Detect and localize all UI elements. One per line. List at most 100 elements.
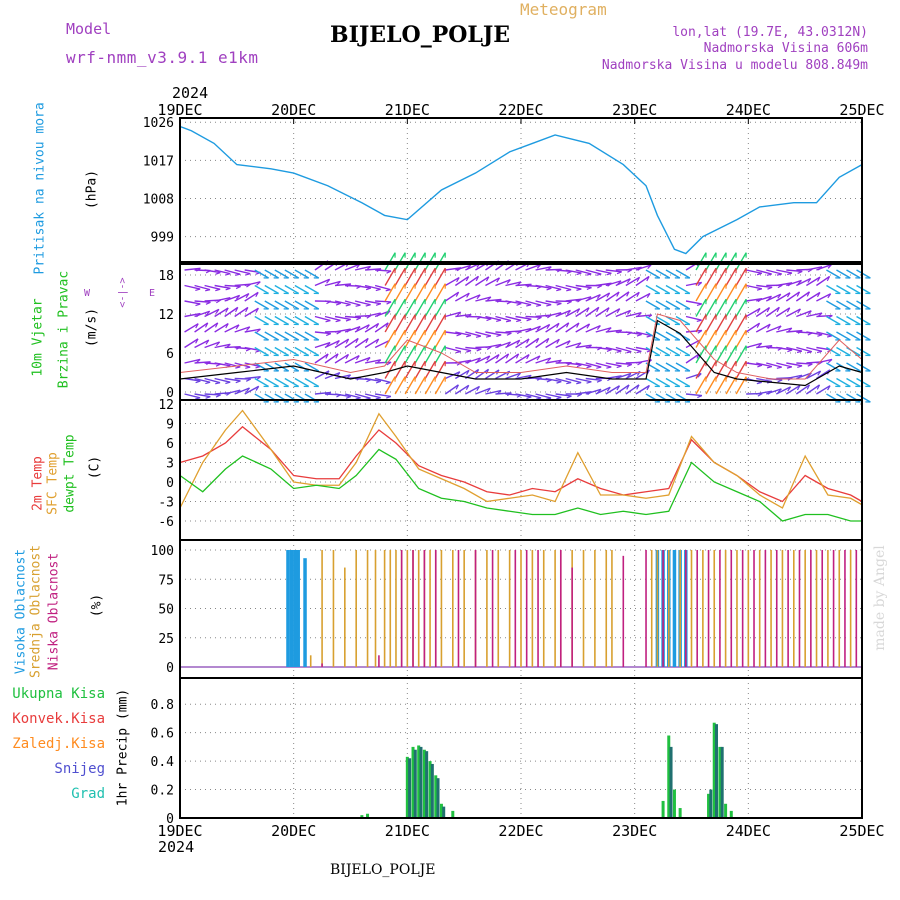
precip-bar: [724, 803, 728, 818]
wind-arrow: [675, 300, 691, 310]
model-label: Model: [66, 20, 112, 38]
wind-arrow: [414, 345, 426, 364]
cloud-bar: [758, 550, 761, 667]
precip-bar: [419, 746, 423, 818]
wind-arrow-head: [516, 339, 521, 345]
wind-arrow: [655, 346, 671, 357]
wind-arrow-head: [225, 307, 229, 313]
wind-arrow: [274, 377, 290, 388]
wind-arrow: [224, 306, 239, 318]
wind-arrow: [495, 315, 512, 322]
wind-arrow: [785, 384, 801, 395]
wind-arrow: [354, 300, 371, 306]
wind-arrow-head: [505, 353, 510, 359]
wind-arrow: [465, 385, 480, 395]
wind-arrow: [786, 362, 803, 367]
wind-arrow: [725, 267, 737, 286]
wind-arrow: [434, 376, 446, 395]
wind-arrow-head: [606, 272, 612, 276]
cloud-bar: [332, 550, 335, 667]
wind-arrow: [625, 346, 642, 353]
wind-arrow: [354, 393, 371, 399]
cloud-bar: [486, 550, 488, 667]
wind-arrow: [746, 342, 762, 349]
wind-arrow: [264, 331, 279, 341]
wind-arrow-head: [577, 342, 582, 347]
wind-arrow: [715, 360, 727, 379]
wind-arrow: [856, 362, 871, 372]
wind-arrow: [725, 314, 737, 333]
wind-arrow: [204, 269, 221, 274]
wind-arrow: [424, 283, 436, 302]
wind-arrow: [725, 376, 737, 395]
wind-arrow: [505, 281, 522, 287]
wind-arrow: [474, 368, 489, 380]
wind-arrow-head: [796, 291, 801, 297]
wind-arrow-head: [496, 354, 500, 360]
wind-arrow: [454, 369, 470, 380]
cloud-bar: [434, 550, 437, 667]
cloud-bar: [514, 550, 517, 667]
wind-arrow: [354, 324, 370, 333]
wind-arrow-head: [486, 346, 492, 350]
wind-arrow: [495, 341, 511, 349]
wind-arrow: [655, 377, 671, 388]
precip-bar: [430, 763, 434, 818]
wind-arrow-head: [205, 339, 210, 345]
wind-arrow-head: [195, 338, 199, 344]
wind-speed-line: [179, 319, 863, 387]
wind-arrow: [766, 362, 782, 368]
wind-arrow: [775, 292, 791, 302]
wind-arrow-head: [546, 357, 552, 363]
wind-arrow: [354, 337, 369, 349]
wind-arrow-head: [476, 294, 481, 300]
wind-arrow: [304, 269, 320, 279]
cloud-bar: [452, 550, 454, 667]
cloud-bar: [730, 550, 733, 667]
wind-arrow: [635, 275, 650, 287]
wind-arrow-head: [255, 292, 259, 298]
legend-zaledj: Zaledj.Kisa: [12, 736, 105, 752]
wind-arrow-head: [486, 296, 492, 301]
wind-arrow-head: [486, 318, 492, 322]
cloud-bar: [303, 558, 307, 667]
wind-arrow-head: [776, 366, 782, 369]
precip-bar: [413, 749, 417, 818]
wind-arrow: [625, 384, 640, 395]
wind-arrow: [284, 377, 300, 388]
cloud-bar: [770, 550, 772, 667]
wind-arrow: [194, 322, 209, 333]
wind-arrow: [274, 284, 290, 295]
wind-arrow-head: [786, 366, 792, 369]
wind-arrow: [294, 315, 310, 326]
wind-arrow: [284, 300, 300, 310]
wind-arrow: [816, 385, 831, 395]
wind-arrow: [695, 360, 707, 379]
wind-arrow-head: [345, 304, 351, 307]
wind-arrow-head: [516, 319, 522, 323]
wind-arrow: [756, 284, 773, 288]
wind-arrow: [505, 339, 521, 349]
wind-arrow-head: [817, 370, 822, 376]
wind-arrow-head: [576, 288, 582, 291]
wind-arrow-head: [506, 279, 511, 284]
legend-ukupna: Ukupna Kisa: [12, 686, 105, 702]
wind-arrow-head: [345, 354, 350, 360]
cloud-bar: [690, 550, 693, 667]
wind-arrow: [836, 331, 851, 341]
wind-arrow-head: [826, 335, 833, 338]
wind-arrow: [735, 298, 747, 317]
wind-arrow-head: [466, 292, 470, 298]
cloud-bar: [702, 550, 704, 667]
wind-arrow: [695, 376, 707, 395]
wind-arrow-head: [326, 278, 331, 284]
wind-arrow-head: [576, 272, 582, 276]
wind-arrow: [645, 300, 661, 310]
wind-arrow: [806, 370, 821, 380]
wind-arrow: [746, 297, 763, 302]
wind-arrow: [725, 345, 737, 364]
wind-arrow-head: [535, 338, 540, 344]
wind-arrow-head: [797, 365, 803, 368]
wind-arrow-head: [586, 323, 591, 329]
wind-arrow: [434, 298, 446, 317]
